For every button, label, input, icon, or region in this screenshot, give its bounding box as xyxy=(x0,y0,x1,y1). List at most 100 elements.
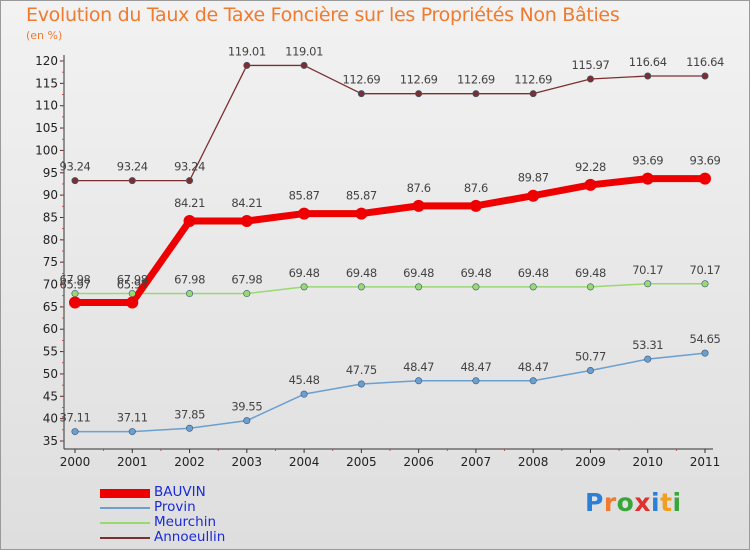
data-label-bauvin: 65.97 xyxy=(117,278,148,292)
y-tick-label: 120 xyxy=(35,54,58,68)
data-label-meurchin: 67.98 xyxy=(60,273,91,287)
data-label-bauvin: 92.28 xyxy=(575,160,606,174)
y-tick-label: 100 xyxy=(35,143,58,157)
data-label-provin: 53.31 xyxy=(632,338,663,352)
data-label-meurchin: 67.98 xyxy=(174,273,205,287)
data-label-meurchin: 67.98 xyxy=(231,273,262,287)
proxiti-logo: Proxiti xyxy=(585,488,682,517)
data-label-bauvin: 87.6 xyxy=(407,181,431,195)
data-point-annoeullin xyxy=(472,90,480,98)
data-label-provin: 47.75 xyxy=(346,363,377,377)
y-tick-label: 65 xyxy=(43,300,58,314)
data-label-bauvin: 84.21 xyxy=(174,196,205,210)
y-tick-label: 105 xyxy=(35,121,58,135)
data-point-annoeullin xyxy=(644,72,652,80)
data-point-provin xyxy=(71,428,79,436)
data-label-annoeullin: 112.69 xyxy=(342,73,380,87)
legend-swatch xyxy=(100,522,150,524)
data-label-meurchin: 70.17 xyxy=(690,263,721,277)
data-label-meurchin: 69.48 xyxy=(518,266,549,280)
data-point-meurchin xyxy=(644,280,652,288)
y-tick-label: 40 xyxy=(43,412,58,426)
x-tick-label: 2005 xyxy=(346,455,377,469)
x-tick-label: 2007 xyxy=(461,455,492,469)
y-tick-label: 70 xyxy=(43,278,58,292)
data-point-bauvin xyxy=(69,296,81,309)
y-tick-label: 90 xyxy=(43,188,58,202)
data-point-annoeullin xyxy=(415,90,423,98)
data-label-annoeullin: 112.69 xyxy=(400,73,438,87)
x-tick-label: 2003 xyxy=(232,455,263,469)
data-label-meurchin: 69.48 xyxy=(289,266,320,280)
data-point-provin xyxy=(300,390,308,398)
series-line-meurchin xyxy=(74,283,706,295)
data-point-annoeullin xyxy=(529,90,537,98)
y-tick-label: 80 xyxy=(43,233,58,247)
data-label-provin: 48.47 xyxy=(460,360,491,374)
legend-label: Provin xyxy=(154,499,196,515)
y-tick-label: 50 xyxy=(43,367,58,381)
logo-letter: o xyxy=(616,488,635,517)
legend-swatch xyxy=(100,537,150,539)
data-point-bauvin xyxy=(641,172,654,185)
logo-letter: r xyxy=(603,488,617,517)
data-label-meurchin: 69.48 xyxy=(460,266,491,280)
x-tick-label: 2006 xyxy=(403,455,434,469)
data-label-bauvin: 85.87 xyxy=(289,189,320,203)
data-label-provin: 37.11 xyxy=(117,411,148,425)
data-label-annoeullin: 93.24 xyxy=(174,160,205,174)
logo-letter: x xyxy=(634,488,651,517)
y-tick-label: 35 xyxy=(43,434,58,448)
y-tick-label: 55 xyxy=(43,345,58,359)
data-label-annoeullin: 115.97 xyxy=(572,58,610,72)
logo-letter: t xyxy=(660,488,673,517)
y-tick-label: 115 xyxy=(35,76,58,90)
data-label-provin: 37.85 xyxy=(174,407,205,421)
data-point-bauvin xyxy=(126,296,139,309)
data-point-meurchin xyxy=(586,283,594,291)
data-label-bauvin: 87.6 xyxy=(464,181,488,195)
data-point-meurchin xyxy=(472,283,480,291)
logo-letter: i xyxy=(672,488,682,517)
data-label-annoeullin: 119.01 xyxy=(228,44,266,58)
data-point-meurchin xyxy=(529,283,537,291)
x-tick-label: 2008 xyxy=(518,455,549,469)
data-label-annoeullin: 116.64 xyxy=(629,55,667,69)
data-label-bauvin: 65.97 xyxy=(60,278,91,292)
data-label-provin: 45.48 xyxy=(289,373,320,387)
data-point-provin xyxy=(186,424,194,432)
data-point-meurchin xyxy=(186,290,194,298)
data-point-bauvin xyxy=(240,215,253,228)
data-point-annoeullin xyxy=(243,61,251,69)
data-label-meurchin: 67.98 xyxy=(117,273,148,287)
data-point-provin xyxy=(586,366,594,374)
series-points xyxy=(69,61,711,436)
data-label-provin: 37.11 xyxy=(60,411,91,425)
data-label-meurchin: 70.17 xyxy=(632,263,663,277)
chart-title: Evolution du Taux de Taxe Foncière sur l… xyxy=(26,4,620,26)
data-label-bauvin: 93.69 xyxy=(632,154,663,168)
x-tick-label: 2000 xyxy=(60,455,91,469)
axes: 35 40 45 50 55 60 65 70 75 80 85 90 95 100 105 110 115 12… xyxy=(35,54,720,469)
data-point-provin xyxy=(472,377,480,385)
legend-swatch xyxy=(100,488,150,498)
data-label-annoeullin: 116.64 xyxy=(686,55,724,69)
data-point-bauvin xyxy=(584,178,597,191)
data-label-annoeullin: 119.01 xyxy=(285,44,323,58)
data-point-provin xyxy=(128,428,136,436)
series-line-annoeullin xyxy=(74,64,706,182)
data-label-bauvin: 89.87 xyxy=(518,171,549,185)
y-tick-label: 45 xyxy=(43,389,58,403)
data-label-meurchin: 69.48 xyxy=(346,266,377,280)
data-point-annoeullin xyxy=(300,61,308,69)
data-point-provin xyxy=(644,355,652,363)
data-point-bauvin xyxy=(469,199,482,212)
data-point-bauvin xyxy=(298,207,311,220)
x-tick-label: 2001 xyxy=(117,455,148,469)
series-lines xyxy=(71,64,709,433)
y-tick-label: 60 xyxy=(43,322,58,336)
data-point-meurchin xyxy=(243,290,251,298)
data-point-annoeullin xyxy=(186,177,194,185)
data-point-annoeullin xyxy=(701,72,709,80)
data-point-annoeullin xyxy=(357,90,365,98)
